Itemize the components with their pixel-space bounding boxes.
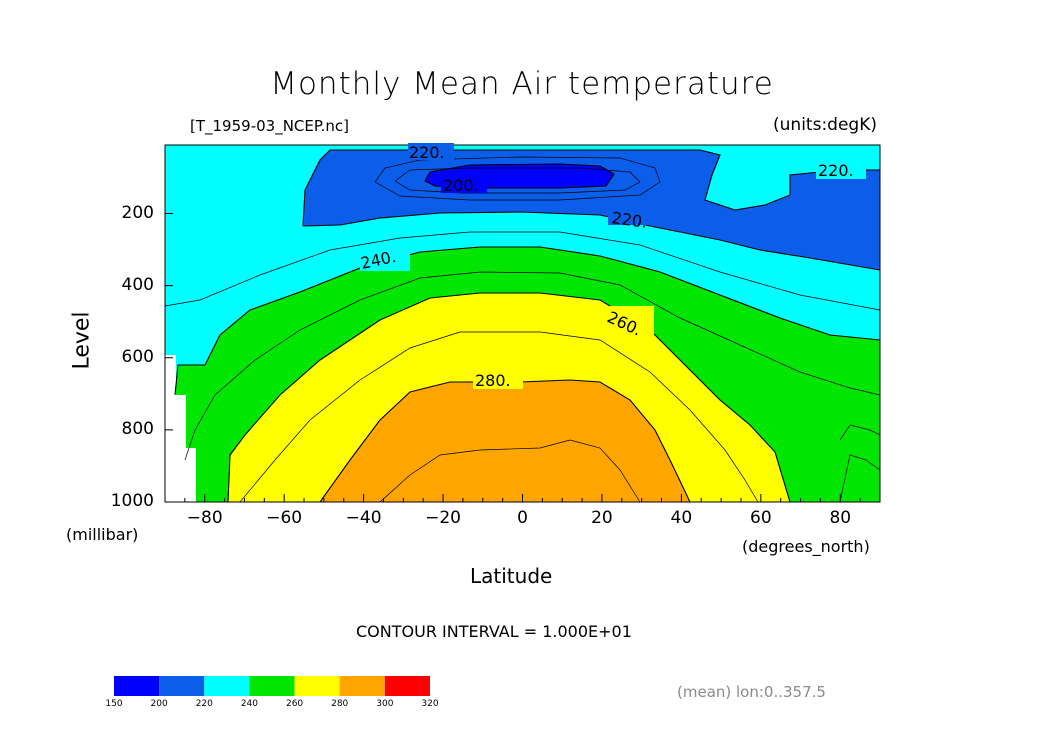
contour-label-boxes bbox=[360, 143, 866, 389]
contour-lines bbox=[165, 156, 880, 502]
colorbar-tick-label: 320 bbox=[421, 699, 439, 709]
x-tick-label: 0 bbox=[517, 508, 528, 528]
y-axis-unit: (millibar) bbox=[66, 525, 139, 544]
x-tick-label: 60 bbox=[750, 508, 772, 528]
contour-label: 220. bbox=[818, 161, 854, 180]
colorbar-tick-label: 280 bbox=[331, 699, 349, 709]
contour-label: 220. bbox=[409, 143, 445, 162]
y-tick-label: 600 bbox=[121, 346, 154, 367]
x-tick-label: −80 bbox=[186, 508, 223, 528]
contour-interval-note: CONTOUR INTERVAL = 1.000E+01 bbox=[356, 622, 632, 641]
x-tick-label: −40 bbox=[345, 508, 382, 528]
colorbar-swatch bbox=[249, 676, 295, 696]
x-tick-label: −20 bbox=[425, 508, 461, 528]
colorbar-swatch bbox=[159, 676, 205, 696]
band-280-300 bbox=[320, 380, 690, 502]
contour-label: 220. bbox=[610, 208, 648, 232]
y-tick-label: 1000 bbox=[110, 491, 154, 511]
x-axis-label: Latitude bbox=[470, 564, 553, 588]
colorbar-swatch bbox=[114, 676, 160, 696]
colorbar-swatch bbox=[204, 676, 250, 696]
colorbar-tick-label: 260 bbox=[285, 699, 304, 709]
y-tick-label: 400 bbox=[121, 274, 154, 295]
colorbar-tick-label: 240 bbox=[240, 699, 259, 709]
mean-note: (mean) lon:0..357.5 bbox=[677, 683, 826, 701]
chart-title: Monthly Mean Air temperature bbox=[270, 66, 774, 102]
x-tick-label: 80 bbox=[829, 508, 852, 528]
x-axis-unit: (degrees_north) bbox=[742, 537, 870, 556]
x-tick-label: 40 bbox=[670, 508, 693, 528]
contour-label: 200. bbox=[443, 176, 479, 195]
file-label: [T_1959-03_NCEP.nc] bbox=[190, 117, 349, 135]
colorbar-swatch bbox=[339, 676, 385, 696]
y-tick-label: 200 bbox=[121, 202, 154, 223]
colorbar-tick-label: 220 bbox=[195, 699, 213, 709]
contour-label: 280. bbox=[475, 371, 511, 390]
y-tick-label: 800 bbox=[121, 418, 154, 439]
colorbar-tick-label: 200 bbox=[150, 699, 168, 709]
axis-ticks bbox=[165, 213, 861, 503]
colorbar-tick-label: 300 bbox=[376, 699, 394, 709]
contour-fill-layers bbox=[165, 145, 880, 502]
colorbar-swatch bbox=[384, 676, 430, 696]
x-tick-label: 20 bbox=[591, 508, 613, 528]
x-tick-label: −60 bbox=[266, 508, 303, 528]
colorbar bbox=[114, 676, 430, 696]
contour-lines-major bbox=[174, 149, 880, 502]
colorbar-tick-label: 150 bbox=[105, 699, 123, 709]
missing-data-region bbox=[165, 355, 196, 502]
units-label: (units:degK) bbox=[773, 115, 877, 135]
colorbar-swatch bbox=[294, 676, 340, 696]
